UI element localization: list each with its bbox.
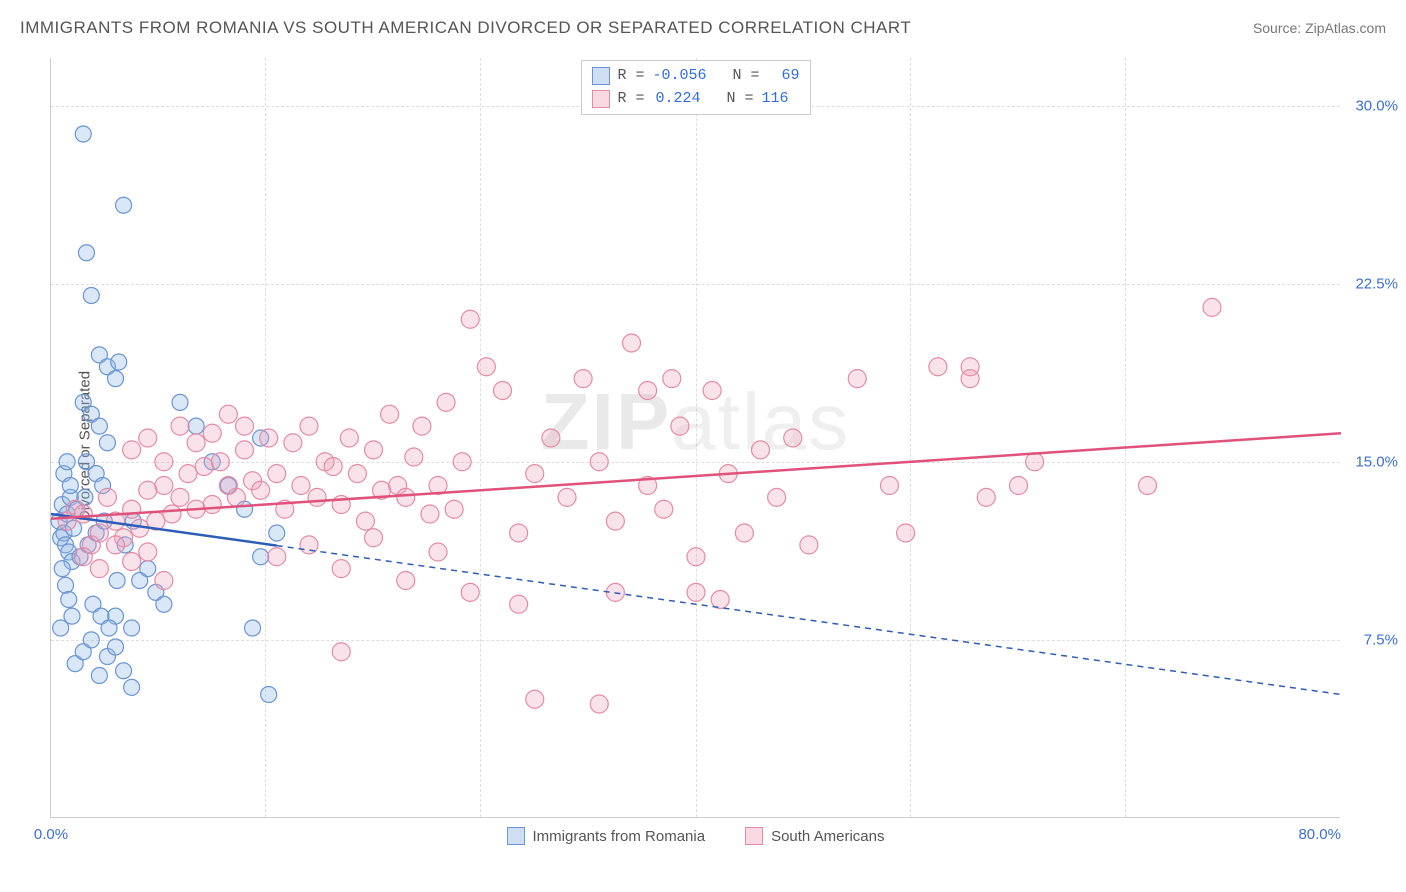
r-value-1: -0.056: [652, 65, 706, 88]
n-label: N =: [726, 88, 753, 111]
swatch-pink: [745, 827, 763, 845]
r-value-2: 0.224: [652, 88, 700, 111]
n-value-1: 69: [768, 65, 800, 88]
legend-label-2: South Americans: [771, 828, 884, 845]
legend-row-series2: R = 0.224 N = 116: [591, 88, 799, 111]
chart-title: IMMIGRANTS FROM ROMANIA VS SOUTH AMERICA…: [20, 18, 911, 38]
legend-row-series1: R = -0.056 N = 69: [591, 65, 799, 88]
series-legend: Immigrants from Romania South Americans: [51, 827, 1340, 845]
plot-area: ZIPatlas R = -0.056 N = 69 R = 0.224 N =…: [50, 58, 1340, 818]
n-value-2: 116: [762, 88, 789, 111]
source-attribution: Source: ZipAtlas.com: [1253, 20, 1386, 36]
y-tick-label: 15.0%: [1355, 453, 1398, 470]
chart-svg: [51, 58, 1340, 817]
swatch-pink: [591, 90, 609, 108]
n-label: N =: [733, 65, 760, 88]
y-tick-label: 22.5%: [1355, 275, 1398, 292]
swatch-blue: [591, 67, 609, 85]
correlation-legend: R = -0.056 N = 69 R = 0.224 N = 116: [580, 60, 810, 115]
swatch-blue: [507, 827, 525, 845]
y-tick-label: 7.5%: [1364, 631, 1398, 648]
x-tick-label: 0.0%: [34, 826, 68, 843]
legend-item-1: Immigrants from Romania: [507, 827, 706, 845]
r-label: R =: [617, 88, 644, 111]
r-label: R =: [617, 65, 644, 88]
y-tick-label: 30.0%: [1355, 97, 1398, 114]
legend-item-2: South Americans: [745, 827, 884, 845]
legend-label-1: Immigrants from Romania: [533, 828, 706, 845]
x-tick-label: 80.0%: [1298, 826, 1341, 843]
